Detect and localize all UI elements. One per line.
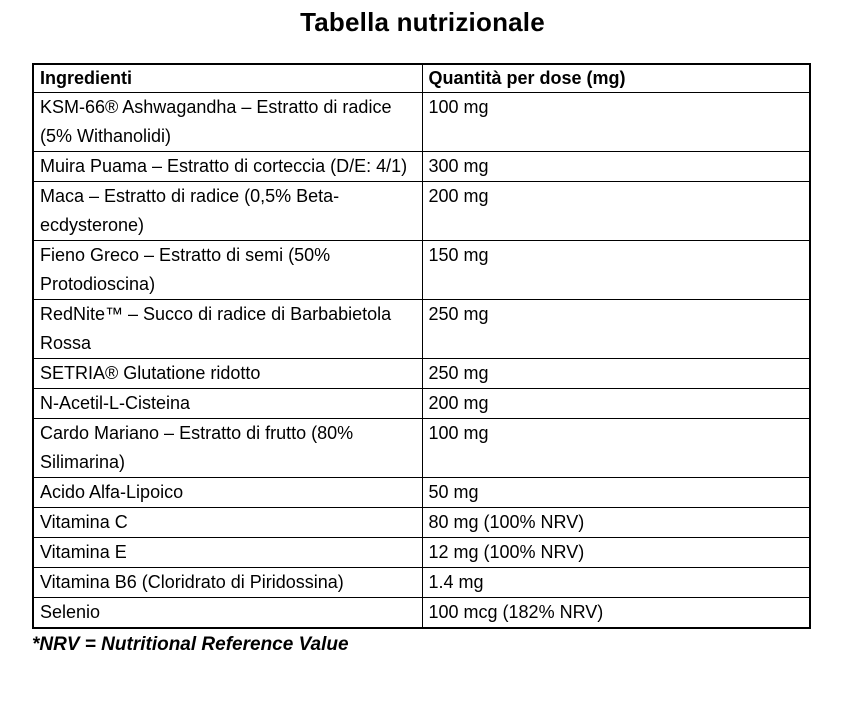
- table-row: RedNite™ – Succo di radice di Barbabieto…: [32, 299, 811, 359]
- table-row: SETRIA® Glutatione ridotto 250 mg: [32, 358, 811, 389]
- quantity-cell: 250 mg: [421, 358, 811, 389]
- table-row: Cardo Mariano – Estratto di frutto (80% …: [32, 418, 811, 478]
- table-row: Acido Alfa-Lipoico 50 mg: [32, 477, 811, 508]
- ingredient-cell: Acido Alfa-Lipoico: [32, 477, 423, 508]
- quantity-cell: 1.4 mg: [421, 567, 811, 598]
- quantity-cell: 200 mg: [421, 388, 811, 419]
- quantity-cell: 250 mg: [421, 299, 811, 359]
- ingredient-cell: Vitamina E: [32, 537, 423, 568]
- ingredient-cell: Fieno Greco – Estratto di semi (50% Prot…: [32, 240, 423, 300]
- table-row: Selenio 100 mcg (182% NRV): [32, 597, 811, 629]
- table-row: Fieno Greco – Estratto di semi (50% Prot…: [32, 240, 811, 300]
- ingredient-cell: Cardo Mariano – Estratto di frutto (80% …: [32, 418, 423, 478]
- column-header-quantity: Quantità per dose (mg): [421, 63, 811, 93]
- ingredient-cell: Maca – Estratto di radice (0,5% Beta-ecd…: [32, 181, 423, 241]
- table-row: Muira Puama – Estratto di corteccia (D/E…: [32, 151, 811, 182]
- nrv-footnote: *NRV = Nutritional Reference Value: [32, 634, 349, 655]
- ingredient-cell: RedNite™ – Succo di radice di Barbabieto…: [32, 299, 423, 359]
- table-row: Vitamina B6 (Cloridrato di Piridossina) …: [32, 567, 811, 598]
- ingredient-cell: SETRIA® Glutatione ridotto: [32, 358, 423, 389]
- quantity-cell: 150 mg: [421, 240, 811, 300]
- nutrition-table: Ingredienti Quantità per dose (mg) KSM-6…: [32, 63, 811, 629]
- ingredient-cell: Selenio: [32, 597, 423, 629]
- table-row: Maca – Estratto di radice (0,5% Beta-ecd…: [32, 181, 811, 241]
- table-body: KSM-66® Ashwagandha – Estratto di radice…: [32, 92, 811, 629]
- quantity-cell: 50 mg: [421, 477, 811, 508]
- quantity-cell: 300 mg: [421, 151, 811, 182]
- column-header-ingredients: Ingredienti: [32, 63, 423, 93]
- table-header-row: Ingredienti Quantità per dose (mg): [32, 63, 811, 93]
- ingredient-cell: Vitamina B6 (Cloridrato di Piridossina): [32, 567, 423, 598]
- ingredient-cell: Vitamina C: [32, 507, 423, 538]
- quantity-cell: 80 mg (100% NRV): [421, 507, 811, 538]
- table-row: Vitamina E 12 mg (100% NRV): [32, 537, 811, 568]
- table-row: KSM-66® Ashwagandha – Estratto di radice…: [32, 92, 811, 152]
- quantity-cell: 100 mcg (182% NRV): [421, 597, 811, 629]
- table-row: Vitamina C 80 mg (100% NRV): [32, 507, 811, 538]
- quantity-cell: 200 mg: [421, 181, 811, 241]
- quantity-cell: 100 mg: [421, 418, 811, 478]
- ingredient-cell: KSM-66® Ashwagandha – Estratto di radice…: [32, 92, 423, 152]
- page-title: Tabella nutrizionale: [300, 7, 545, 37]
- ingredient-cell: N-Acetil-L-Cisteina: [32, 388, 423, 419]
- quantity-cell: 12 mg (100% NRV): [421, 537, 811, 568]
- table-row: N-Acetil-L-Cisteina 200 mg: [32, 388, 811, 419]
- quantity-cell: 100 mg: [421, 92, 811, 152]
- ingredient-cell: Muira Puama – Estratto di corteccia (D/E…: [32, 151, 423, 182]
